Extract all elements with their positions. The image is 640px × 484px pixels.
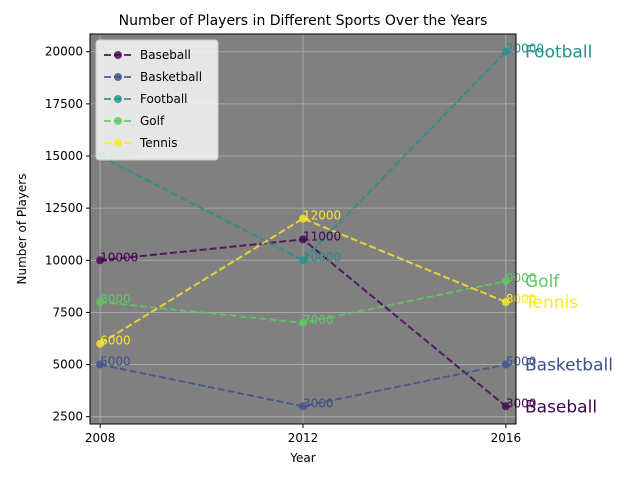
data-label: 7000: [303, 313, 334, 327]
x-tick-label: 2016: [491, 431, 522, 445]
series-end-label: Baseball: [525, 397, 597, 417]
data-label: 3000: [303, 396, 334, 410]
legend-box: [95, 39, 219, 161]
y-tick-label: 17500: [45, 97, 83, 111]
legend-label: Football: [140, 92, 188, 106]
data-point: [299, 402, 307, 411]
series-end-label: Tennis: [524, 293, 578, 313]
data-label: 8000: [506, 292, 537, 306]
y-axis: 2500 5000 7500 10000 12500 15000 17500 20000: [45, 45, 90, 424]
series-line: [99, 51, 507, 262]
legend-marker: [114, 117, 122, 125]
data-label: 5000: [506, 355, 537, 369]
data-point: [501, 297, 510, 306]
x-tick-label: 2012: [288, 431, 319, 445]
data-point: [96, 256, 105, 265]
series-tennis: [96, 214, 510, 348]
series-end-label: Golf: [525, 272, 560, 292]
chart-title: Number of Players in Different Sports Ov…: [119, 13, 488, 29]
data-label: 8000: [100, 292, 131, 306]
data-label: 5000: [100, 355, 131, 369]
data-point: [501, 277, 510, 286]
data-label: 9000: [506, 271, 537, 285]
data-label: 10000: [100, 250, 138, 264]
data-point: [299, 318, 307, 327]
legend-item: Tennis: [104, 136, 177, 150]
data-label: 6000: [100, 334, 131, 348]
data-label: 3000: [506, 396, 537, 410]
series-layer: [96, 47, 510, 411]
data-point: [501, 402, 510, 411]
data-label: 20000: [506, 42, 544, 56]
data-point: [299, 256, 307, 265]
data-point: [299, 214, 307, 223]
y-tick-label: 15000: [45, 149, 83, 163]
legend-item: Baseball: [104, 48, 191, 62]
y-tick-label: 7500: [52, 305, 83, 319]
legend-marker: [114, 95, 122, 103]
legend-marker: [114, 139, 122, 147]
y-tick-label: 2500: [52, 410, 83, 424]
y-tick-label: 12500: [45, 201, 83, 215]
legend-label: Golf: [140, 114, 165, 128]
series-basketball: [96, 360, 510, 411]
legend-marker: [114, 73, 122, 81]
data-label: 10000: [303, 250, 341, 264]
y-tick-label: 10000: [45, 253, 83, 267]
data-label: 11000: [303, 229, 341, 243]
legend-label: Baseball: [140, 48, 191, 62]
data-point: [96, 360, 105, 369]
legend-item: Basketball: [104, 70, 202, 84]
x-tick-label: 2008: [85, 431, 116, 445]
series-golf: [96, 277, 510, 327]
series-line: [99, 363, 507, 408]
data-point: [501, 360, 510, 369]
data-label: 12000: [303, 209, 341, 223]
legend-label: Basketball: [140, 70, 202, 84]
x-axis: 2008 2012 2016: [85, 424, 521, 445]
data-point: [299, 235, 307, 244]
legend: Baseball Basketball Football Golf Tennis: [95, 39, 219, 161]
y-tick-label: 5000: [52, 358, 83, 372]
series-end-label: Football: [525, 43, 592, 63]
data-point: [96, 339, 105, 348]
legend-item: Golf: [104, 114, 165, 128]
value-labels: 1000011000300050003000500015000100002000…: [100, 42, 544, 411]
series-end-label: Basketball: [525, 356, 613, 376]
legend-marker: [114, 51, 122, 59]
x-axis-label: Year: [289, 451, 315, 465]
series-baseball: [96, 235, 510, 411]
data-point: [501, 47, 510, 56]
legend-item: Football: [104, 92, 188, 106]
series-line: [99, 217, 507, 345]
y-axis-label: Number of Players: [15, 174, 29, 285]
legend-label: Tennis: [139, 136, 177, 150]
data-point: [96, 297, 105, 306]
y-tick-label: 20000: [45, 45, 83, 59]
